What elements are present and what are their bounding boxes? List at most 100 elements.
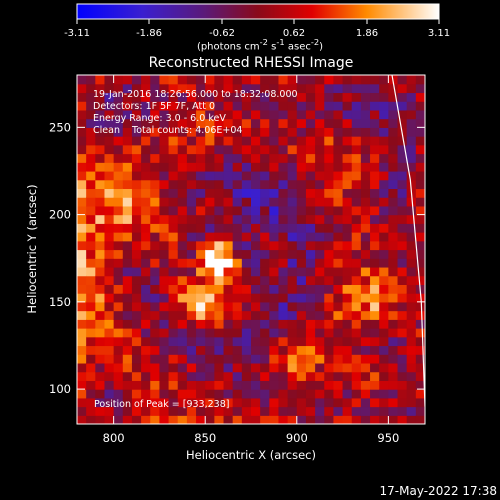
heatmap-cell [388, 83, 399, 94]
heatmap-cell [196, 170, 206, 181]
heatmap-cell [186, 144, 197, 155]
heatmap-cell [315, 144, 325, 155]
heatmap-cell [86, 275, 96, 285]
heatmap-cell [141, 397, 151, 408]
heatmap-cell [406, 336, 417, 347]
heatmap-cell [168, 223, 179, 233]
heatmap-cell [269, 380, 280, 390]
heatmap-cell [95, 354, 106, 364]
heatmap-cell [251, 275, 261, 285]
heatmap-cell [150, 293, 161, 303]
heatmap-cell [241, 101, 252, 111]
heatmap-cell [77, 109, 87, 120]
heatmap-cell [315, 136, 325, 146]
heatmap-cell [95, 371, 106, 381]
heatmap-cell [415, 275, 425, 285]
heatmap-cell [296, 275, 307, 285]
heatmap-cell [196, 240, 206, 251]
heatmap-cell [131, 354, 142, 364]
heatmap-cell [415, 301, 425, 312]
heatmap-cell [324, 153, 335, 163]
heatmap-cell [196, 75, 206, 85]
heatmap-cell [296, 371, 307, 381]
heatmap-cell [278, 380, 289, 390]
heatmap-cell [379, 109, 389, 120]
heatmap-cell [113, 83, 124, 94]
heatmap-cell [305, 188, 316, 198]
heatmap-cell [305, 127, 316, 137]
heatmap-cell [370, 232, 380, 242]
colorbar-tick-label: -3.11 [64, 28, 90, 39]
heatmap-cell [205, 328, 215, 338]
heatmap-cell [251, 354, 261, 364]
heatmap-cell [196, 362, 206, 373]
heatmap-cell [177, 284, 188, 294]
heatmap-cell [406, 223, 417, 233]
heatmap-cell [186, 249, 197, 259]
heatmap-cell [370, 266, 380, 277]
heatmap-cell [95, 153, 106, 163]
heatmap-cell [86, 109, 96, 120]
heatmap-cell [131, 301, 142, 312]
heatmap-cell [324, 258, 335, 268]
heatmap-cell [315, 328, 325, 338]
heatmap-cell [315, 284, 325, 294]
heatmap-cell [186, 101, 197, 111]
heatmap-cell [168, 136, 179, 146]
heatmap-cell [370, 284, 380, 294]
heatmap-cell [379, 136, 389, 146]
heatmap-cell [315, 75, 325, 85]
heatmap-cell [342, 354, 353, 364]
heatmap-cell [159, 345, 170, 355]
heatmap-cell [324, 170, 335, 181]
heatmap-cell [77, 83, 87, 94]
heatmap-cell [351, 214, 362, 224]
heatmap-cell [397, 406, 408, 416]
heatmap-cell [415, 371, 425, 381]
heatmap-cell [223, 328, 234, 338]
heatmap-cell [122, 275, 133, 285]
heatmap-cell [269, 371, 280, 381]
heatmap-cell [406, 162, 417, 172]
heatmap-cell [122, 118, 133, 128]
heatmap-cell [104, 328, 115, 338]
heatmap-cell [86, 240, 96, 251]
heatmap-cell [351, 406, 362, 416]
heatmap-cell [342, 75, 353, 85]
heatmap-cell [141, 127, 151, 137]
heatmap-cell [223, 354, 234, 364]
heatmap-cell [351, 380, 362, 390]
heatmap-cell [379, 415, 389, 424]
heatmap-cell [177, 205, 188, 216]
heatmap-cell [177, 197, 188, 207]
heatmap-cell [278, 301, 289, 312]
heatmap-cell [406, 83, 417, 94]
heatmap-cell [241, 301, 252, 312]
heatmap-cell [351, 293, 362, 303]
heatmap-cell [260, 162, 270, 172]
heatmap-cell [324, 92, 335, 102]
heatmap-cell [131, 144, 142, 155]
heatmap-cell [150, 345, 161, 355]
heatmap-cell [113, 354, 124, 364]
heatmap-cell [131, 232, 142, 242]
heatmap-cell [397, 101, 408, 111]
heatmap-cell [269, 179, 280, 190]
heatmap-cell [232, 249, 243, 259]
heatmap-cell [305, 109, 316, 120]
heatmap-cell [214, 162, 225, 172]
heatmap-cell [296, 83, 307, 94]
heatmap-cell [397, 162, 408, 172]
heatmap-cell [370, 179, 380, 190]
heatmap-cell [296, 75, 307, 85]
heatmap-cell [278, 197, 289, 207]
heatmap-cell [296, 92, 307, 102]
heatmap-cell [278, 162, 289, 172]
heatmap-cell [333, 389, 344, 399]
heatmap-cell [95, 397, 106, 408]
heatmap-cell [232, 188, 243, 198]
heatmap-cell [150, 162, 161, 172]
heatmap-cell [232, 118, 243, 128]
heatmap-cell [370, 240, 380, 251]
heatmap-cell [251, 336, 261, 347]
